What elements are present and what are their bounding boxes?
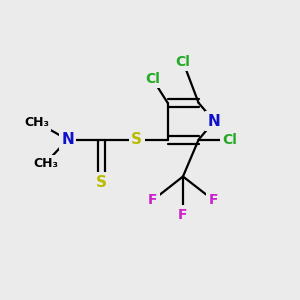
Text: S: S — [96, 175, 107, 190]
Text: N: N — [61, 132, 74, 147]
Text: F: F — [148, 193, 158, 207]
Text: S: S — [131, 132, 142, 147]
Text: CH₃: CH₃ — [33, 157, 58, 170]
Text: CH₃: CH₃ — [24, 116, 49, 128]
Text: N: N — [208, 114, 220, 129]
Text: Cl: Cl — [145, 72, 160, 86]
Text: Cl: Cl — [176, 55, 190, 69]
Text: F: F — [178, 208, 188, 222]
Text: Cl: Cl — [222, 133, 237, 147]
Text: F: F — [208, 193, 218, 207]
